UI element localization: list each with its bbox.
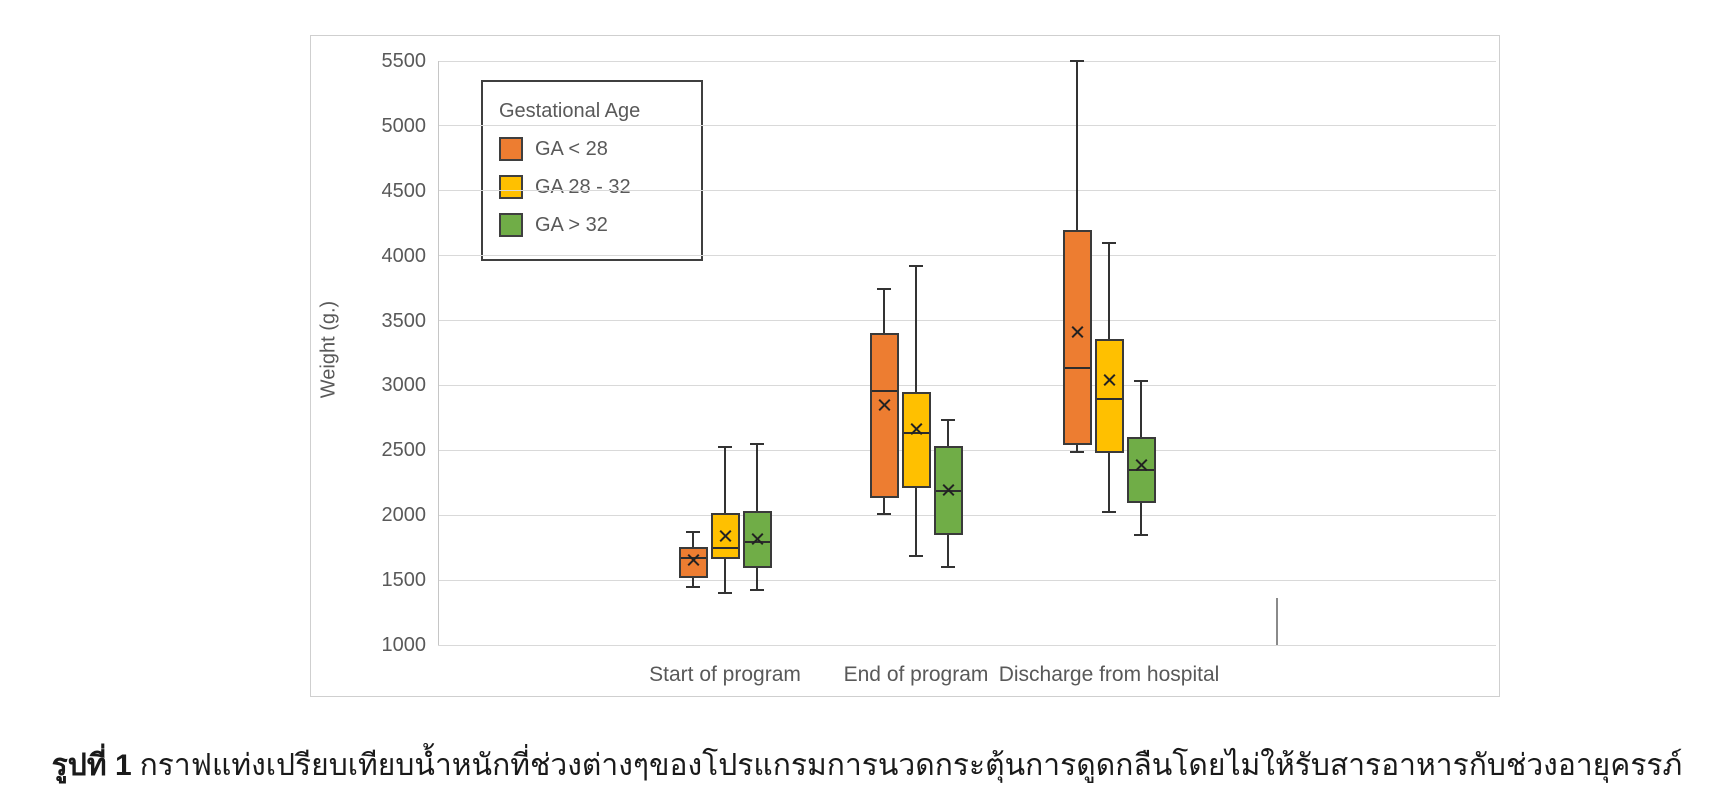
y-tick-label: 5000 xyxy=(381,114,427,137)
y-tick-label: 3000 xyxy=(381,374,427,397)
boxplot-mean-marker xyxy=(909,421,924,436)
y-tick-label: 5500 xyxy=(381,50,427,72)
x-axis-category-label: End of program xyxy=(843,663,989,686)
legend-swatch xyxy=(499,213,523,237)
boxplot-whisker-cap xyxy=(941,418,955,421)
legend-item: GA < 28 xyxy=(499,137,685,161)
boxplot-whisker-upper xyxy=(1108,242,1110,340)
boxplot-whisker-lower xyxy=(692,577,694,587)
boxplot-median-line xyxy=(871,389,897,392)
boxplot-whisker-cap xyxy=(1070,450,1084,453)
legend-item: GA > 32 xyxy=(499,213,685,237)
boxplot-whisker-cap xyxy=(1134,379,1148,382)
boxplot-whisker-lower xyxy=(883,497,885,514)
boxplot-mean-marker xyxy=(750,531,765,546)
y-gridline xyxy=(438,125,1496,127)
boxplot-whisker-upper xyxy=(915,266,917,392)
boxplot-mean-marker xyxy=(686,552,701,567)
boxplot-whisker-cap xyxy=(686,585,700,588)
boxplot-whisker-cap xyxy=(1102,241,1116,244)
boxplot-whisker-cap xyxy=(1070,60,1084,62)
boxplot-whisker-lower xyxy=(1140,502,1142,535)
boxplot-median-line xyxy=(712,546,738,549)
legend-item: GA 28 - 32 xyxy=(499,175,685,199)
boxplot-box xyxy=(901,391,931,488)
figure-caption: รูปที่ 1 กราฟแท่งเปรียบเทียบน้ำหนักที่ช่ว… xyxy=(0,742,1734,789)
boxplot-mean-marker xyxy=(718,528,733,543)
y-tick-label: 2000 xyxy=(381,504,427,527)
boxplot-whisker-cap xyxy=(909,265,923,268)
boxplot-whisker-upper xyxy=(756,444,758,511)
boxplot-whisker-cap xyxy=(1102,510,1116,513)
boxplot-mean-marker xyxy=(877,397,892,412)
x-axis-category-label: Start of program xyxy=(649,663,801,686)
boxplot-whisker-cap xyxy=(718,446,732,449)
legend-items: GA < 28 GA 28 - 32 GA > 32 xyxy=(499,137,685,237)
boxplot-mean-marker xyxy=(1070,325,1085,340)
artifact-line xyxy=(1276,598,1278,645)
y-gridline xyxy=(438,514,1496,516)
boxplot-median-line xyxy=(1064,366,1090,369)
legend: Gestational Age GA < 28 GA 28 - 32 GA > 32 xyxy=(481,80,703,261)
boxplot-whisker-lower xyxy=(915,487,917,557)
boxplot-whisker-cap xyxy=(686,531,700,534)
boxplot-whisker-cap xyxy=(718,592,732,595)
boxplot-whisker-cap xyxy=(1134,533,1148,536)
y-axis-line xyxy=(438,61,439,645)
boxplot-whisker-cap xyxy=(877,287,891,290)
boxplot-median-line xyxy=(1096,398,1122,401)
boxplot-mean-marker xyxy=(1102,372,1117,387)
y-axis-title: Weight (g.) xyxy=(317,300,340,399)
figure-caption-text: กราฟแท่งเปรียบเทียบน้ำหนักที่ช่วงต่างๆขอ… xyxy=(139,749,1683,782)
boxplot-mean-marker xyxy=(1134,458,1149,473)
x-axis-category-label: Discharge from hospital xyxy=(998,663,1220,686)
boxplot-whisker-lower xyxy=(724,558,726,594)
y-gridline xyxy=(438,579,1496,581)
boxplot-box xyxy=(1094,339,1124,453)
y-tick-label: 1500 xyxy=(381,569,427,592)
y-gridline xyxy=(438,60,1496,62)
legend-title: Gestational Age xyxy=(499,100,641,122)
boxplot-whisker-cap xyxy=(909,555,923,558)
boxplot-whisker-lower xyxy=(756,567,758,590)
boxplot-whisker-upper xyxy=(883,288,885,333)
boxplot-whisker-upper xyxy=(692,532,694,547)
boxplot-whisker-lower xyxy=(1076,445,1078,452)
boxplot-whisker-upper xyxy=(947,419,949,446)
y-gridline xyxy=(438,384,1496,386)
legend-item-label: GA 28 - 32 xyxy=(535,175,631,198)
y-gridline xyxy=(438,449,1496,451)
boxplot-box xyxy=(869,332,899,498)
legend-item-label: GA > 32 xyxy=(535,213,608,236)
y-tick-label: 4500 xyxy=(381,179,427,202)
boxplot-whisker-cap xyxy=(877,512,891,515)
y-tick-label: 4000 xyxy=(381,244,427,267)
legend-item-label: GA < 28 xyxy=(535,137,608,160)
y-gridline xyxy=(438,255,1496,257)
boxplot-whisker-lower xyxy=(1108,452,1110,512)
boxplot-whisker-upper xyxy=(1076,61,1078,231)
boxplot-whisker-upper xyxy=(1140,380,1142,438)
figure-caption-label: รูปที่ 1 xyxy=(51,749,132,782)
boxplot-mean-marker xyxy=(941,482,956,497)
legend-swatch xyxy=(499,175,523,199)
boxplot-whisker-lower xyxy=(947,535,949,568)
boxplot-whisker-cap xyxy=(941,566,955,569)
y-gridline xyxy=(438,190,1496,192)
legend-swatch xyxy=(499,137,523,161)
y-tick-label: 2500 xyxy=(381,439,427,462)
y-gridline xyxy=(438,320,1496,322)
boxplot-whisker-upper xyxy=(724,447,726,513)
chart-frame: Weight (g.) Gestational Age GA < 28 GA 28… xyxy=(310,35,1500,697)
boxplot-whisker-cap xyxy=(750,588,764,591)
y-tick-label: 1000 xyxy=(381,634,427,656)
y-tick-label: 3500 xyxy=(381,309,427,332)
y-gridline xyxy=(438,644,1496,646)
boxplot-whisker-cap xyxy=(750,443,764,446)
